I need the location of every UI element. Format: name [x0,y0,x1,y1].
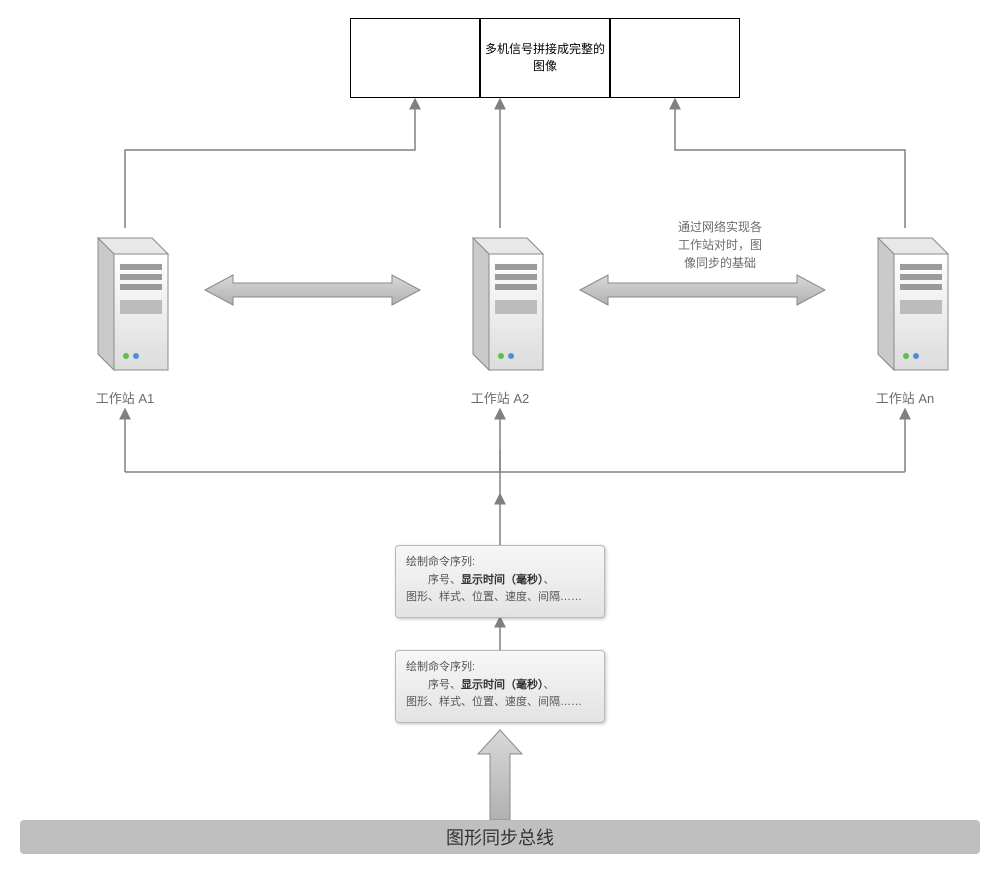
server-icon [455,230,545,380]
bidir-arrow [580,275,825,305]
display-panel [350,18,480,98]
bus-up-arrow [478,730,522,820]
server-to-panel-route [675,100,905,228]
cmd-line: 序号、显示时间（毫秒）、 [406,677,594,695]
cmd-line: 图形、样式、位置、速度、间隔…… [406,591,582,603]
graphics-sync-bus: 图形同步总线 [20,820,980,854]
workstation-an: 工作站 An [845,230,965,407]
note-line: 通过网络实现各 [678,218,762,236]
note-line: 工作站对时，图 [678,236,762,254]
display-wall: 多机信号拼接成完整的图像 [350,18,740,98]
workstation-label: 工作站 A2 [440,388,560,407]
display-panel: 多机信号拼接成完整的图像 [480,18,610,98]
draw-command-sequence-box: 绘制命令序列:序号、显示时间（毫秒）、图形、样式、位置、速度、间隔…… [395,650,605,723]
note-line: 像同步的基础 [678,254,762,272]
network-sync-note: 通过网络实现各工作站对时，图像同步的基础 [678,218,762,272]
bidir-arrow [205,275,420,305]
server-to-panel-route [125,100,415,228]
server-icon [860,230,950,380]
display-wall-label: 多机信号拼接成完整的图像 [485,41,605,75]
workstation-a1: 工作站 A1 [65,230,185,407]
cmd-line: 序号、显示时间（毫秒）、 [406,572,594,590]
workstation-a2: 工作站 A2 [440,230,560,407]
cmd-line: 图形、样式、位置、速度、间隔…… [406,696,582,708]
cmd-title: 绘制命令序列: [406,554,594,572]
workstation-label: 工作站 A1 [65,388,185,407]
server-icon [80,230,170,380]
workstation-label: 工作站 An [845,388,965,407]
cmd-title: 绘制命令序列: [406,659,594,677]
draw-command-sequence-box: 绘制命令序列:序号、显示时间（毫秒）、图形、样式、位置、速度、间隔…… [395,545,605,618]
bus-label: 图形同步总线 [446,824,554,850]
display-panel [610,18,740,98]
